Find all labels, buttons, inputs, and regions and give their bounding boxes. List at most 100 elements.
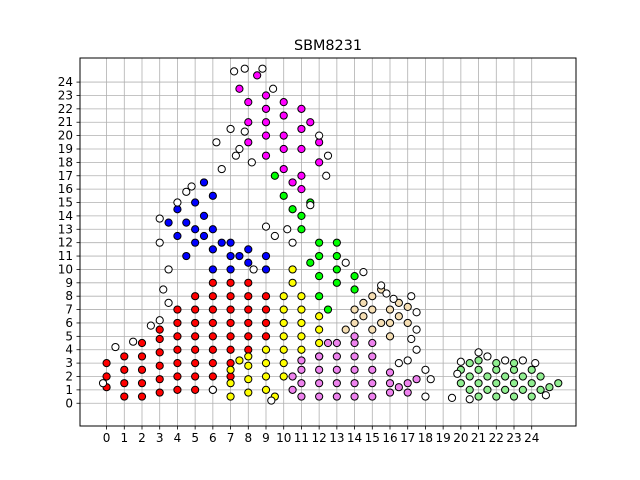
- x-tick-label: 15: [365, 431, 380, 445]
- data-point: [322, 171, 331, 180]
- data-point: [385, 332, 395, 341]
- data-point: [297, 185, 306, 194]
- x-tick-label: 1: [120, 431, 128, 445]
- data-point: [359, 268, 368, 277]
- data-point: [208, 278, 217, 287]
- data-point: [368, 379, 377, 388]
- data-point: [226, 359, 235, 368]
- data-point: [173, 359, 182, 368]
- data-point: [315, 238, 324, 247]
- data-point: [350, 338, 359, 348]
- data-point: [261, 118, 271, 127]
- data-point: [173, 345, 182, 354]
- data-point: [332, 338, 341, 348]
- data-point: [456, 357, 465, 366]
- data-point: [297, 104, 306, 113]
- data-point: [279, 318, 288, 328]
- data-point: [527, 365, 536, 374]
- x-tick-label: 5: [191, 431, 199, 445]
- scatter-series: [226, 265, 324, 401]
- data-point: [509, 359, 519, 368]
- data-point: [403, 318, 412, 328]
- data-point: [249, 265, 258, 274]
- data-point: [111, 342, 120, 352]
- x-tick-label: 8: [244, 431, 252, 445]
- data-point: [182, 218, 191, 227]
- data-point: [279, 131, 288, 140]
- data-point: [315, 338, 324, 348]
- data-point: [261, 318, 271, 328]
- data-point: [270, 171, 279, 180]
- data-point: [368, 325, 377, 334]
- data-point: [226, 238, 235, 247]
- data-point: [247, 158, 256, 167]
- data-point: [261, 265, 271, 274]
- y-tick-label: 17: [58, 169, 73, 183]
- data-point: [306, 258, 315, 267]
- y-tick-label: 13: [58, 222, 73, 236]
- data-point: [217, 238, 226, 247]
- y-tick-label: 19: [58, 142, 73, 156]
- data-point: [187, 182, 196, 191]
- data-point: [456, 379, 465, 388]
- data-point: [208, 305, 217, 314]
- data-point: [385, 318, 395, 328]
- data-point: [288, 278, 297, 287]
- data-point: [426, 375, 435, 384]
- data-point: [199, 211, 209, 221]
- data-point: [226, 372, 235, 381]
- y-tick-label: 24: [58, 75, 73, 89]
- data-point: [137, 392, 147, 401]
- y-tick-label: 10: [58, 262, 73, 276]
- data-point: [315, 251, 324, 261]
- data-point: [315, 272, 324, 281]
- data-point: [288, 265, 297, 274]
- data-point: [212, 138, 221, 147]
- data-point: [253, 71, 262, 80]
- data-point: [191, 372, 200, 381]
- data-point: [268, 84, 278, 93]
- data-point: [509, 365, 519, 374]
- data-point: [279, 191, 288, 200]
- data-point: [208, 191, 217, 200]
- data-point: [332, 392, 341, 401]
- data-point: [465, 372, 474, 381]
- data-point: [394, 359, 403, 368]
- data-point: [297, 171, 306, 180]
- y-tick-label: 20: [58, 129, 73, 143]
- data-point: [226, 345, 235, 354]
- data-point: [403, 379, 412, 388]
- data-point: [368, 292, 377, 301]
- data-point: [332, 278, 341, 287]
- y-tick-label: 7: [65, 303, 73, 317]
- data-point: [208, 332, 217, 341]
- x-tick-label: 19: [436, 431, 451, 445]
- data-point: [297, 211, 306, 221]
- data-point: [191, 332, 200, 341]
- data-point: [129, 337, 138, 346]
- x-tick-label: 3: [156, 431, 164, 445]
- data-point: [261, 345, 271, 354]
- data-point: [412, 375, 421, 384]
- data-point: [279, 164, 288, 174]
- data-point: [258, 64, 267, 73]
- data-point: [518, 356, 527, 365]
- data-point: [350, 332, 359, 341]
- data-point: [279, 144, 288, 154]
- data-point: [403, 388, 412, 397]
- data-point: [244, 278, 253, 287]
- data-point: [382, 289, 391, 298]
- x-tick-label: 23: [506, 431, 521, 445]
- data-point: [518, 372, 527, 381]
- data-point: [240, 127, 249, 136]
- y-tick-label: 21: [58, 115, 73, 129]
- data-point: [279, 292, 288, 301]
- data-point: [350, 352, 359, 361]
- data-point: [279, 332, 288, 341]
- data-point: [208, 359, 217, 368]
- x-tick-label: 17: [400, 431, 415, 445]
- data-point: [244, 388, 253, 397]
- data-points: [98, 64, 563, 405]
- data-point: [297, 144, 306, 154]
